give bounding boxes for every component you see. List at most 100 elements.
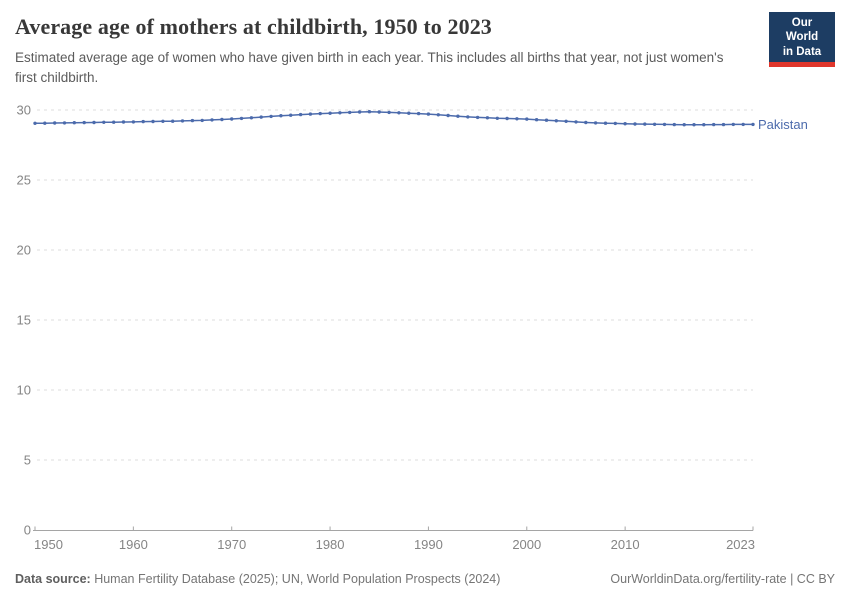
data-point[interactable] [190, 118, 195, 123]
data-point[interactable] [102, 120, 106, 125]
data-point[interactable] [230, 117, 234, 121]
data-point[interactable] [712, 122, 716, 127]
data-point[interactable] [171, 119, 175, 123]
y-tick-label: 15 [17, 313, 31, 328]
data-point[interactable] [289, 113, 293, 117]
data-point[interactable] [466, 115, 470, 119]
x-tick-label: 2010 [611, 537, 640, 552]
y-tick-label: 10 [17, 383, 31, 398]
x-tick-label: 1970 [217, 537, 246, 552]
data-point[interactable] [682, 123, 686, 127]
entity-label[interactable]: Pakistan [758, 117, 808, 132]
data-point[interactable] [475, 115, 480, 120]
data-point[interactable] [357, 110, 362, 114]
data-point[interactable] [62, 121, 67, 125]
data-point[interactable] [318, 111, 322, 116]
chart-footer: Data source: Human Fertility Database (2… [0, 572, 850, 586]
owid-link[interactable]: OurWorldinData.org/fertility-rate | CC B… [610, 572, 835, 586]
y-tick-label: 0 [24, 523, 31, 538]
data-point[interactable] [741, 122, 745, 127]
data-point[interactable] [515, 117, 519, 121]
data-point[interactable] [308, 112, 313, 116]
owid-logo[interactable]: Our World in Data [769, 12, 835, 68]
y-tick-label: 25 [17, 173, 31, 188]
data-point[interactable] [456, 114, 460, 118]
data-point[interactable] [387, 110, 391, 115]
data-point[interactable] [72, 121, 77, 125]
data-point[interactable] [33, 121, 37, 126]
data-point[interactable] [367, 110, 372, 114]
data-point[interactable] [279, 114, 283, 118]
data-point[interactable] [505, 116, 509, 121]
data-point[interactable] [397, 111, 401, 115]
data-point[interactable] [348, 110, 352, 115]
data-source-value: Human Fertility Database (2025); UN, Wor… [90, 572, 501, 586]
data-point[interactable] [633, 122, 637, 126]
data-point[interactable] [544, 118, 549, 122]
data-point[interactable] [574, 120, 578, 124]
y-tick-label: 20 [17, 243, 31, 258]
data-point[interactable] [603, 121, 608, 125]
data-source-label: Data source: [15, 572, 91, 586]
data-point[interactable] [623, 122, 627, 126]
data-point[interactable] [416, 111, 421, 116]
data-point[interactable] [161, 119, 165, 124]
data-point[interactable] [53, 121, 57, 125]
data-point[interactable] [112, 120, 116, 124]
data-source: Data source: Human Fertility Database (2… [15, 572, 500, 586]
page-title: Average age of mothers at childbirth, 19… [15, 14, 492, 39]
owid-logo-line1: Our World [785, 17, 819, 44]
data-point[interactable] [141, 119, 145, 124]
data-point[interactable] [672, 122, 676, 127]
data-point[interactable] [662, 122, 667, 127]
data-point[interactable] [702, 123, 706, 127]
data-point[interactable] [613, 121, 617, 126]
data-point[interactable] [121, 120, 126, 124]
data-point[interactable] [328, 111, 332, 115]
y-tick-label: 30 [17, 103, 31, 118]
data-point[interactable] [485, 116, 490, 120]
data-point[interactable] [180, 119, 185, 123]
y-tick-label: 5 [24, 453, 31, 468]
data-point[interactable] [751, 122, 755, 127]
data-point[interactable] [554, 119, 558, 123]
data-point[interactable] [151, 119, 155, 124]
data-point[interactable] [338, 111, 342, 115]
owid-logo-line2: in Data [782, 45, 822, 58]
data-point[interactable] [584, 120, 588, 125]
data-point[interactable] [731, 122, 735, 127]
data-point[interactable] [426, 112, 431, 116]
data-point[interactable] [525, 117, 529, 121]
data-point[interactable] [269, 114, 273, 119]
data-point[interactable] [92, 120, 96, 125]
data-point[interactable] [692, 123, 696, 127]
data-point[interactable] [564, 119, 568, 124]
data-point[interactable] [407, 111, 411, 115]
data-point[interactable] [131, 120, 136, 124]
data-point[interactable] [593, 121, 598, 125]
data-point[interactable] [436, 113, 440, 117]
x-tick-label: 2023 [726, 537, 755, 552]
data-point[interactable] [210, 118, 214, 122]
x-tick-label: 1980 [316, 537, 345, 552]
data-point[interactable] [298, 112, 303, 117]
data-point[interactable] [495, 116, 499, 121]
data-point[interactable] [259, 115, 263, 119]
data-point[interactable] [652, 122, 657, 127]
data-point[interactable] [534, 118, 539, 122]
x-tick-label: 1960 [119, 537, 148, 552]
data-point[interactable] [377, 110, 381, 114]
data-point[interactable] [721, 122, 726, 127]
data-point[interactable] [249, 116, 254, 120]
x-tick-label: 1990 [414, 537, 443, 552]
data-point[interactable] [220, 117, 224, 122]
data-point[interactable] [643, 122, 647, 126]
chart-subtitle: Estimated average age of women who have … [15, 50, 724, 86]
data-point[interactable] [239, 116, 244, 121]
data-point[interactable] [43, 121, 47, 125]
data-point[interactable] [200, 118, 204, 123]
data-point[interactable] [82, 120, 86, 125]
data-point[interactable] [446, 113, 450, 118]
